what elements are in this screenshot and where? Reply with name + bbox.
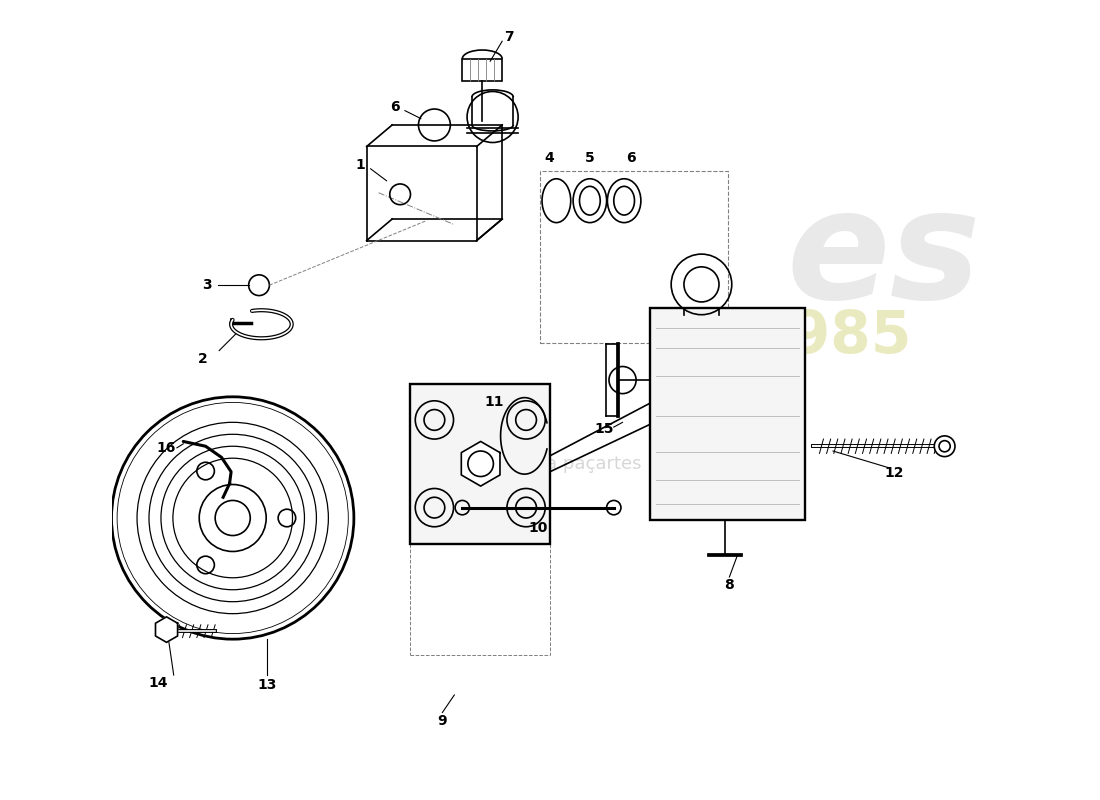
Text: 3: 3: [202, 278, 212, 292]
Bar: [462, 58, 503, 81]
Text: 9: 9: [438, 714, 448, 728]
Bar: [410, 384, 550, 543]
Text: 15: 15: [594, 422, 614, 437]
Polygon shape: [155, 617, 177, 642]
Bar: [650, 308, 805, 519]
Text: 16: 16: [156, 441, 175, 455]
Text: 6: 6: [627, 151, 636, 166]
Text: 8: 8: [725, 578, 734, 592]
Text: 10: 10: [528, 521, 548, 534]
Circle shape: [934, 436, 955, 457]
Text: 2: 2: [198, 351, 208, 366]
Text: 13: 13: [257, 678, 277, 693]
Bar: [540, 171, 728, 342]
Text: 5: 5: [585, 151, 595, 166]
Text: 12: 12: [884, 466, 904, 480]
Text: 11: 11: [484, 394, 504, 409]
Text: 4: 4: [544, 151, 554, 166]
Text: es: es: [786, 182, 980, 331]
Text: 1: 1: [355, 158, 365, 172]
Text: 6: 6: [389, 100, 399, 114]
Text: 1985: 1985: [749, 308, 912, 365]
Polygon shape: [461, 442, 500, 486]
Text: 7: 7: [504, 30, 514, 44]
Text: 14: 14: [148, 676, 167, 690]
Text: a paçartes: a paçartes: [546, 454, 641, 473]
